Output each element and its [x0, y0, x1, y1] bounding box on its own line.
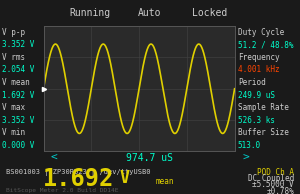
- Text: ±0.78%: ±0.78%: [266, 187, 294, 194]
- Text: 2.054 V: 2.054 V: [2, 66, 34, 74]
- Text: 249.9 uS: 249.9 uS: [238, 91, 275, 100]
- Text: Locked: Locked: [192, 8, 228, 18]
- Text: V: V: [120, 169, 130, 187]
- Text: 3.352 V: 3.352 V: [2, 116, 34, 125]
- Text: Duty Cycle: Duty Cycle: [238, 28, 284, 37]
- Text: Running: Running: [69, 8, 111, 18]
- Text: >: >: [243, 153, 249, 163]
- Text: 4.001 kHz: 4.001 kHz: [238, 66, 280, 74]
- Text: 513.0: 513.0: [238, 141, 261, 150]
- Text: 0.000 V: 0.000 V: [2, 141, 34, 150]
- Text: V min: V min: [2, 128, 25, 137]
- Text: 526.3 ks: 526.3 ks: [238, 116, 275, 125]
- Text: <: <: [51, 153, 57, 163]
- Text: Sample Rate: Sample Rate: [238, 103, 289, 112]
- Text: BS001003 | ZP30RU23 | /dev/ttyUSB0: BS001003 | ZP30RU23 | /dev/ttyUSB0: [6, 169, 151, 176]
- Text: 974.7 uS: 974.7 uS: [127, 153, 173, 163]
- Text: V rms: V rms: [2, 53, 25, 62]
- Text: Buffer Size: Buffer Size: [238, 128, 289, 137]
- Text: DC Coupled: DC Coupled: [248, 174, 294, 183]
- Text: ±5.5000 V: ±5.5000 V: [252, 180, 294, 189]
- Text: V p-p: V p-p: [2, 28, 25, 37]
- Text: 3.352 V: 3.352 V: [2, 41, 34, 49]
- Text: POD Ch A: POD Ch A: [257, 168, 294, 177]
- Text: 1.692 V: 1.692 V: [2, 91, 34, 100]
- Text: Auto: Auto: [138, 8, 162, 18]
- Text: Period: Period: [238, 78, 266, 87]
- Text: Frequency: Frequency: [238, 53, 280, 62]
- Text: BitScope Meter 2.0 Build DD14E: BitScope Meter 2.0 Build DD14E: [6, 188, 118, 193]
- Text: 51.2 / 48.8%: 51.2 / 48.8%: [238, 41, 293, 49]
- Text: V max: V max: [2, 103, 25, 112]
- Text: V mean: V mean: [2, 78, 30, 87]
- Text: 1.692: 1.692: [43, 167, 114, 191]
- Text: mean: mean: [156, 178, 175, 186]
